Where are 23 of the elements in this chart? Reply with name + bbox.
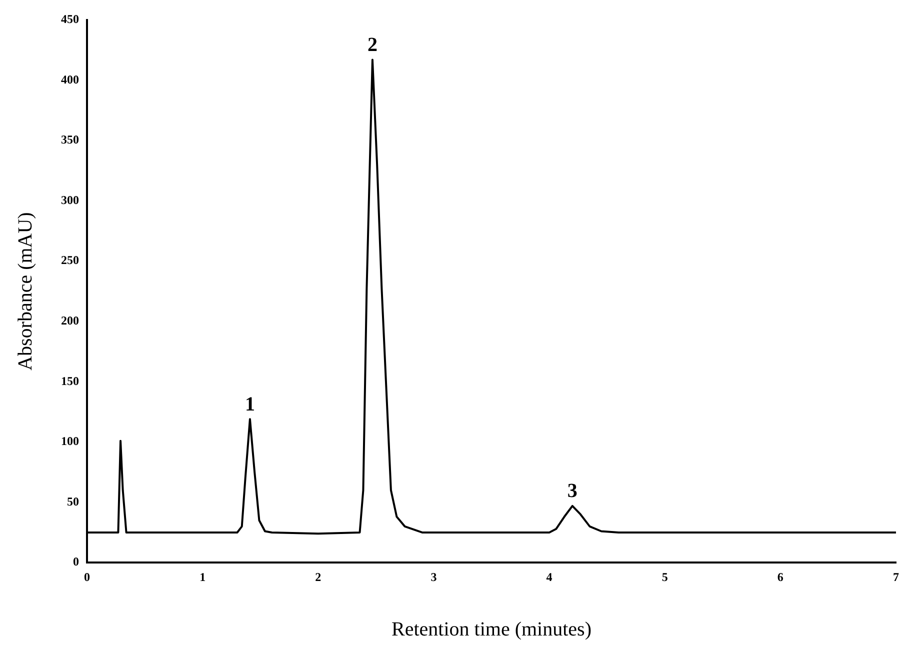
- x-axis-title: Retention time (minutes): [392, 618, 592, 640]
- x-tick-label: 1: [200, 570, 206, 584]
- y-tick-label: 0: [73, 554, 79, 569]
- annotation: 2: [367, 34, 378, 56]
- annotation: 1: [244, 393, 255, 416]
- x-tick-label: 3: [430, 570, 437, 584]
- x-tick-label: 0: [84, 570, 90, 584]
- x-tick-label: 7: [893, 570, 899, 584]
- y-tick-label: 200: [61, 314, 79, 328]
- x-tick-label: 5: [662, 570, 668, 584]
- annotation: 3: [567, 480, 578, 502]
- y-tick-label: 450: [61, 12, 79, 26]
- y-tick-label: 100: [61, 434, 79, 448]
- y-tick-label: 400: [61, 72, 79, 86]
- x-tick-label: 2: [315, 570, 322, 584]
- x-tick-label: 6: [777, 570, 784, 584]
- y-tick-label: 50: [67, 494, 79, 508]
- y-tick-label: 300: [61, 192, 79, 207]
- x-tick-label: 4: [546, 570, 552, 584]
- y-tick-label: 150: [61, 374, 79, 388]
- y-tick-label: 250: [61, 253, 79, 268]
- y-tick-label: 350: [61, 132, 79, 147]
- y-axis-title: Absorbance (mAU): [14, 212, 36, 370]
